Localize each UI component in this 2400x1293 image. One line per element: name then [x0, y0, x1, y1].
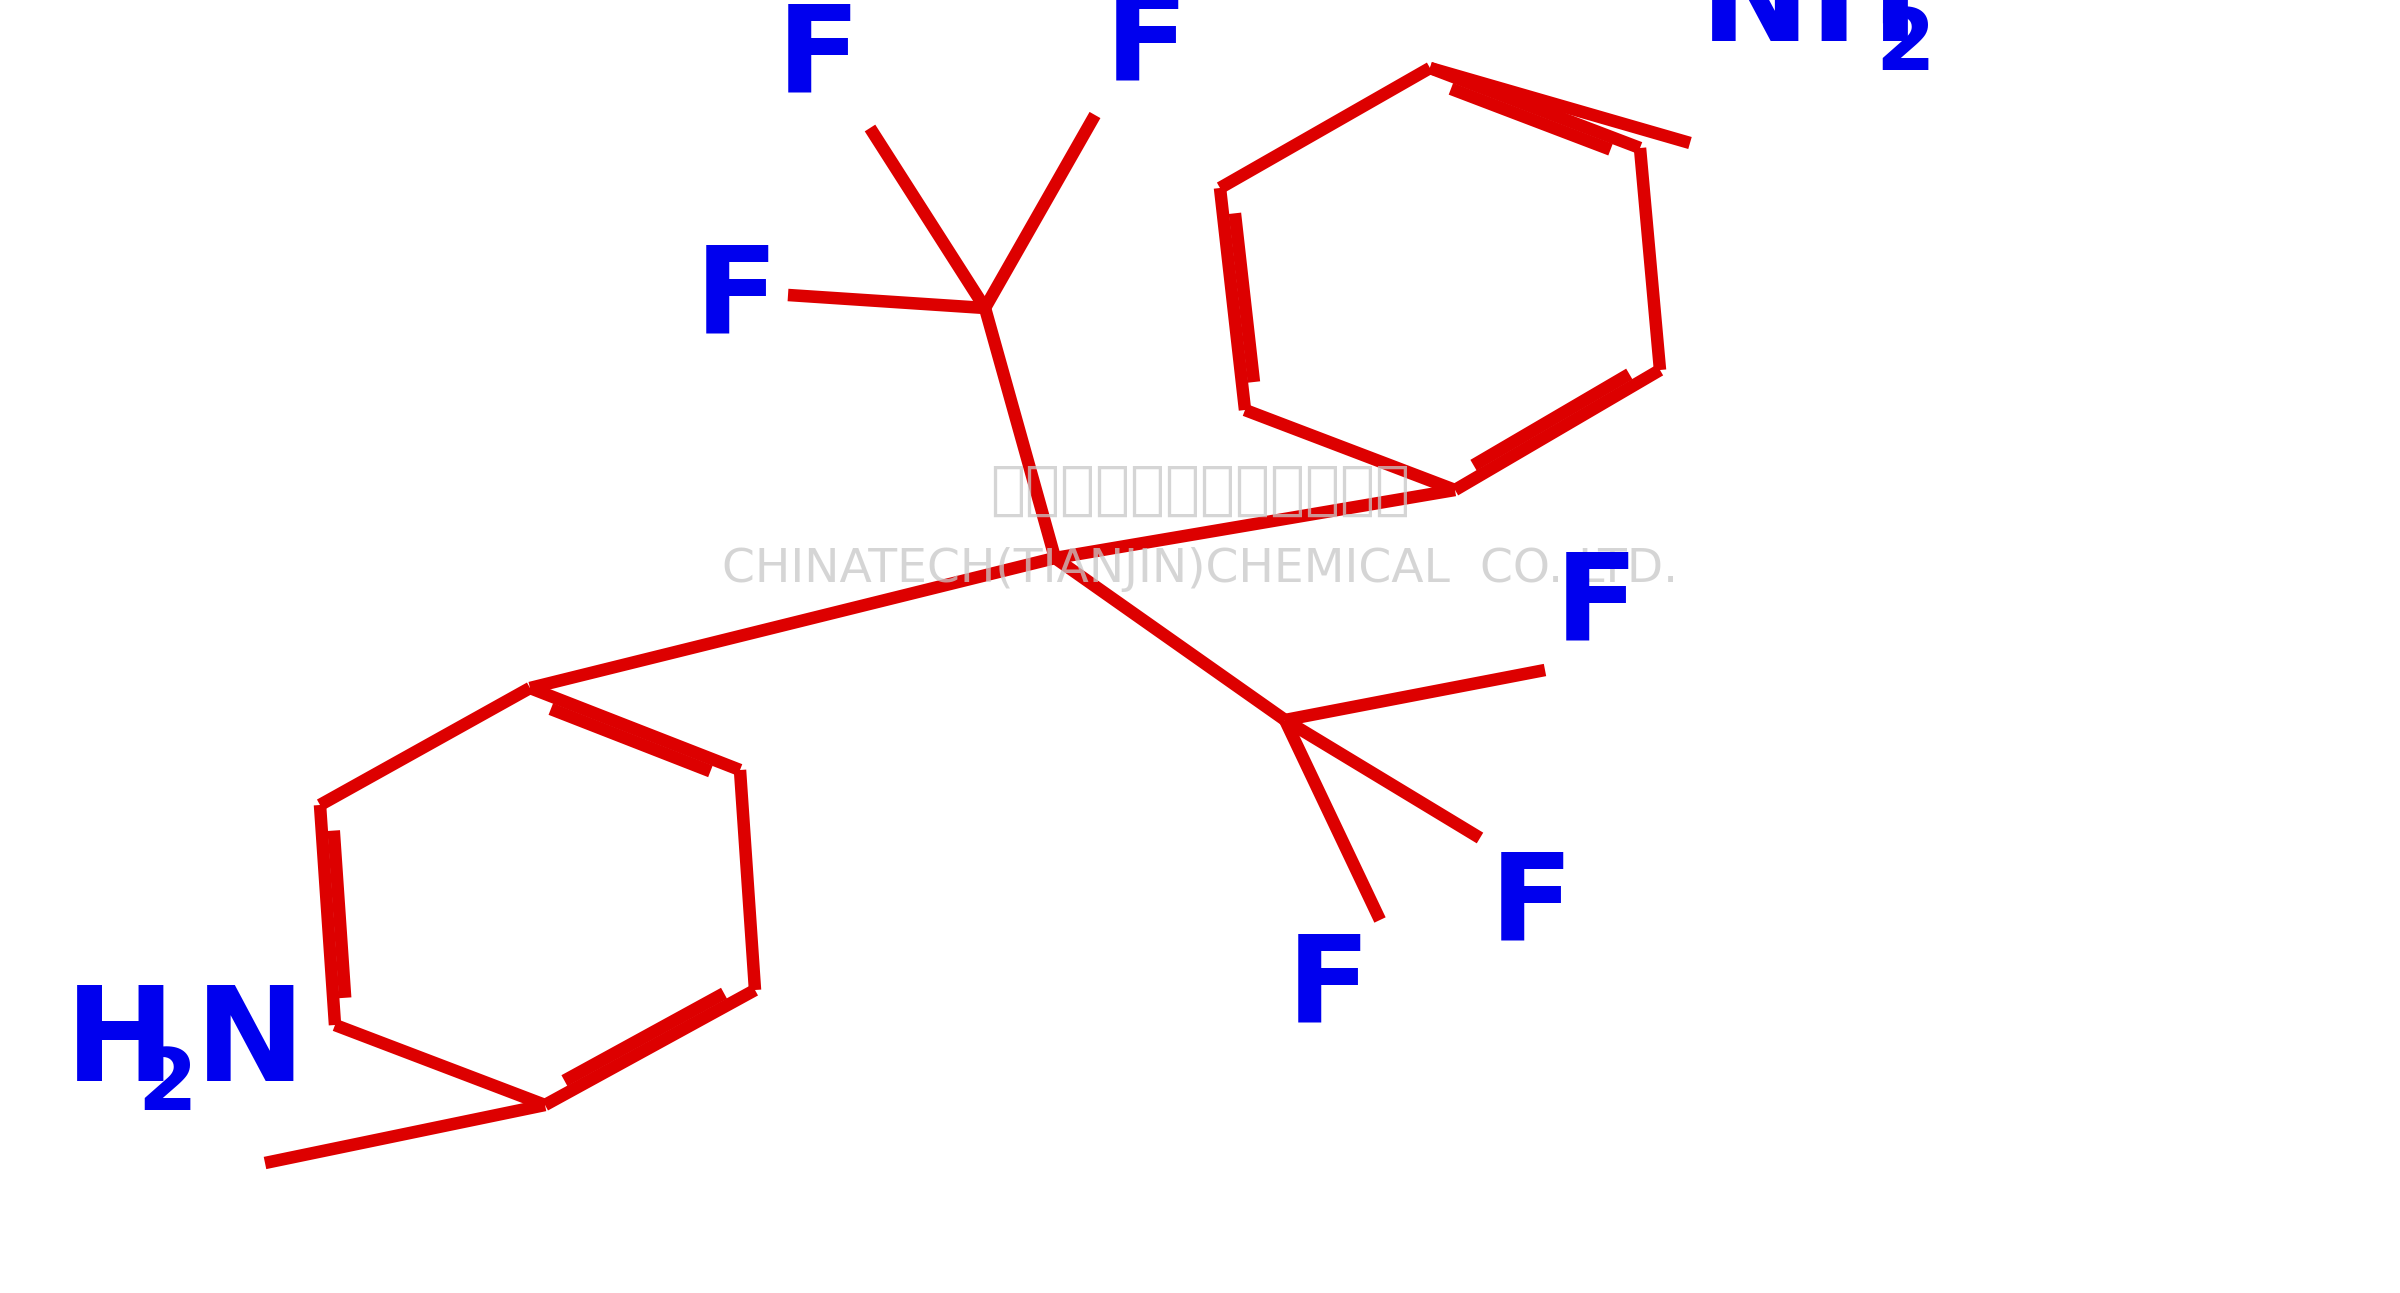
Text: NH: NH [1699, 0, 1920, 69]
Text: F: F [1104, 0, 1188, 105]
Text: F: F [1490, 848, 1574, 965]
Text: F: F [778, 1, 859, 118]
Text: CHINATECH(TIANJIN)CHEMICAL  CO.,LTD.: CHINATECH(TIANJIN)CHEMICAL CO.,LTD. [722, 547, 1678, 592]
Text: F: F [1286, 930, 1370, 1047]
Text: H: H [65, 981, 175, 1108]
Text: N: N [194, 981, 305, 1108]
Text: 2: 2 [1874, 5, 1934, 88]
Text: F: F [1555, 548, 1639, 665]
Text: 2: 2 [137, 1045, 197, 1127]
Text: F: F [694, 242, 778, 358]
Text: 天津众泰材料科技有限公司: 天津众泰材料科技有限公司 [991, 462, 1411, 518]
